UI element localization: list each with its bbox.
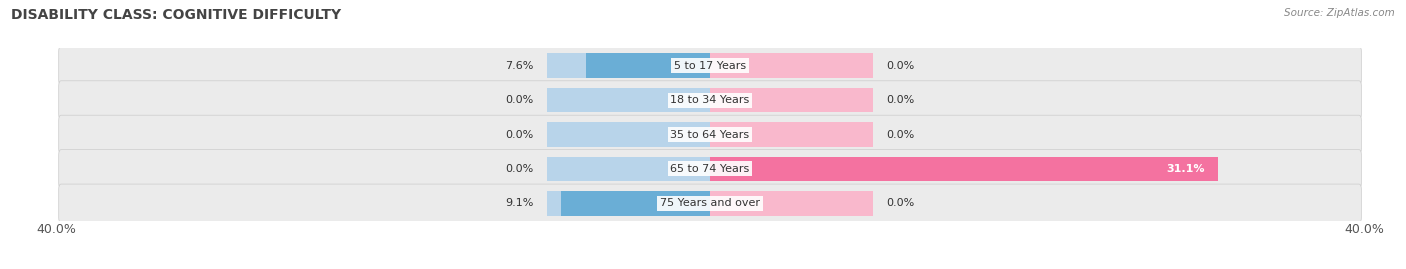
FancyBboxPatch shape: [59, 150, 1361, 188]
Text: DISABILITY CLASS: COGNITIVE DIFFICULTY: DISABILITY CLASS: COGNITIVE DIFFICULTY: [11, 8, 342, 22]
Text: 0.0%: 0.0%: [505, 95, 533, 105]
Bar: [547, 122, 710, 147]
Bar: [547, 157, 710, 181]
Text: 0.0%: 0.0%: [887, 129, 915, 140]
Text: 75 Years and over: 75 Years and over: [659, 198, 761, 208]
Text: Source: ZipAtlas.com: Source: ZipAtlas.com: [1284, 8, 1395, 18]
Bar: [547, 53, 710, 78]
Text: 35 to 64 Years: 35 to 64 Years: [671, 129, 749, 140]
Bar: [586, 53, 710, 78]
Bar: [710, 157, 873, 181]
Text: 7.6%: 7.6%: [505, 61, 533, 71]
Text: 0.0%: 0.0%: [505, 164, 533, 174]
Bar: [710, 157, 1219, 181]
Bar: [710, 88, 873, 112]
Bar: [710, 122, 873, 147]
Text: 0.0%: 0.0%: [505, 129, 533, 140]
Text: 9.1%: 9.1%: [505, 198, 533, 208]
Bar: [710, 191, 873, 216]
Text: 0.0%: 0.0%: [887, 95, 915, 105]
FancyBboxPatch shape: [59, 115, 1361, 154]
Bar: [710, 53, 873, 78]
Text: 0.0%: 0.0%: [887, 198, 915, 208]
FancyBboxPatch shape: [59, 184, 1361, 223]
Text: 18 to 34 Years: 18 to 34 Years: [671, 95, 749, 105]
Text: 31.1%: 31.1%: [1167, 164, 1205, 174]
FancyBboxPatch shape: [59, 81, 1361, 119]
Bar: [547, 88, 710, 112]
Bar: [547, 191, 710, 216]
Text: 0.0%: 0.0%: [887, 61, 915, 71]
Text: 65 to 74 Years: 65 to 74 Years: [671, 164, 749, 174]
FancyBboxPatch shape: [59, 46, 1361, 85]
Bar: [561, 191, 710, 216]
Text: 5 to 17 Years: 5 to 17 Years: [673, 61, 747, 71]
